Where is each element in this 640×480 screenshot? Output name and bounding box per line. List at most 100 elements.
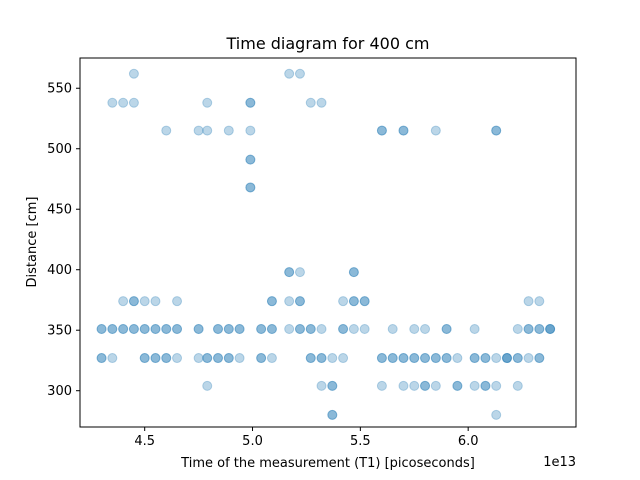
data-point <box>387 353 398 364</box>
y-tick-label: 400 <box>47 263 72 278</box>
data-point <box>480 380 491 391</box>
data-point <box>161 125 172 136</box>
data-point <box>202 125 213 136</box>
data-point <box>348 267 359 278</box>
data-point <box>128 68 139 79</box>
data-point <box>202 97 213 108</box>
data-point <box>523 353 534 364</box>
data-point <box>480 353 491 364</box>
data-point <box>213 353 224 364</box>
data-point <box>202 380 213 391</box>
y-axis-label: Distance [cm] <box>25 197 40 288</box>
data-point <box>193 125 204 136</box>
data-point <box>245 154 256 165</box>
data-point <box>172 296 183 307</box>
data-point <box>376 353 387 364</box>
data-point <box>545 324 556 335</box>
data-point <box>107 353 118 364</box>
data-point <box>491 125 502 136</box>
data-point <box>338 296 349 307</box>
data-point <box>294 296 305 307</box>
data-point <box>256 324 267 335</box>
data-point <box>266 324 277 335</box>
data-point <box>430 353 441 364</box>
data-point <box>545 324 556 335</box>
data-point <box>376 380 387 391</box>
data-point <box>420 380 431 391</box>
data-point <box>96 353 107 364</box>
data-point <box>430 125 441 136</box>
data-point <box>223 125 234 136</box>
data-point <box>338 324 349 335</box>
data-point <box>469 353 480 364</box>
data-point <box>534 353 545 364</box>
data-point <box>128 97 139 108</box>
data-point <box>430 353 441 364</box>
data-point <box>316 97 327 108</box>
data-point <box>234 324 245 335</box>
data-point <box>223 353 234 364</box>
data-point <box>139 353 150 364</box>
data-point <box>172 353 183 364</box>
data-point <box>348 296 359 307</box>
data-point <box>348 267 359 278</box>
data-point <box>420 353 431 364</box>
data-point <box>245 97 256 108</box>
data-point <box>96 324 107 335</box>
ticks-layer: 4.5 5.0 5.5 6.0 300 350 400 450 500 550 <box>47 82 478 449</box>
data-point <box>107 324 118 335</box>
data-point <box>193 353 204 364</box>
data-point <box>245 182 256 193</box>
data-point <box>523 324 534 335</box>
data-point <box>480 353 491 364</box>
data-point <box>139 324 150 335</box>
data-point <box>294 324 305 335</box>
data-point <box>223 353 234 364</box>
data-point <box>161 353 172 364</box>
data-point <box>234 353 245 364</box>
y-tick-label: 350 <box>47 324 72 339</box>
data-point <box>305 324 316 335</box>
data-point <box>523 296 534 307</box>
data-point <box>150 353 161 364</box>
data-point <box>128 296 139 307</box>
data-point <box>266 324 277 335</box>
data-point <box>376 353 387 364</box>
data-point <box>266 296 277 307</box>
data-point <box>327 409 338 420</box>
data-point <box>491 409 502 420</box>
data-point <box>118 324 129 335</box>
data-point <box>150 324 161 335</box>
data-point <box>128 296 139 307</box>
data-point <box>398 380 409 391</box>
data-point <box>128 324 139 335</box>
data-point <box>512 380 523 391</box>
data-point <box>234 324 245 335</box>
data-point <box>348 324 359 335</box>
data-point <box>266 296 277 307</box>
data-point <box>409 324 420 335</box>
data-point <box>512 353 523 364</box>
data-point <box>452 380 463 391</box>
data-point <box>245 125 256 136</box>
data-point <box>398 125 409 136</box>
data-point <box>96 324 107 335</box>
data-point <box>305 324 316 335</box>
data-point <box>491 125 502 136</box>
data-point <box>430 380 441 391</box>
data-point <box>316 353 327 364</box>
data-point <box>294 267 305 278</box>
data-point <box>107 97 118 108</box>
data-point <box>545 324 556 335</box>
data-point <box>491 380 502 391</box>
data-point <box>316 380 327 391</box>
data-point <box>256 353 267 364</box>
data-point <box>266 353 277 364</box>
data-point <box>150 324 161 335</box>
data-point <box>294 68 305 79</box>
data-point <box>118 296 129 307</box>
x-tick-label: 5.0 <box>242 434 263 449</box>
data-point <box>501 353 512 364</box>
data-point <box>376 125 387 136</box>
